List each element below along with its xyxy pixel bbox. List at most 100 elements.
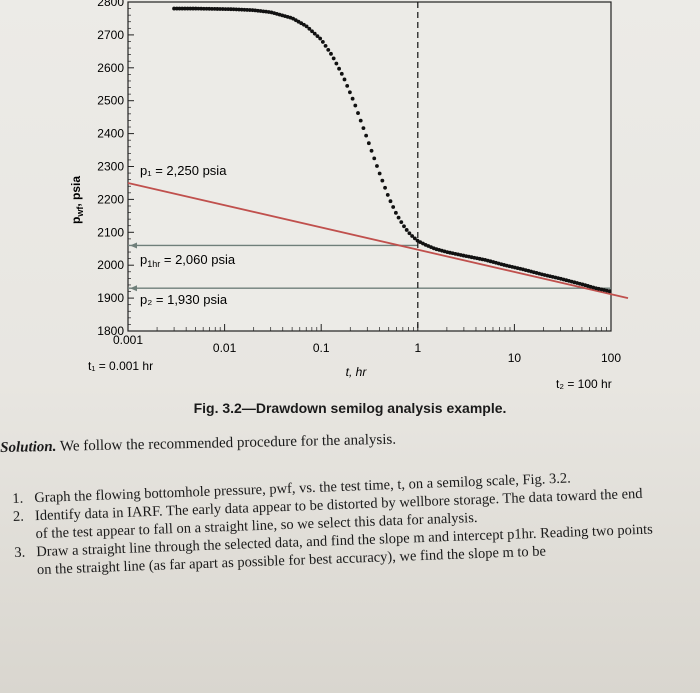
x-tick-label: 1 [414,341,421,355]
y-tick-label: 1900 [97,291,124,305]
y-tick-label: 2200 [97,192,124,206]
data-point [331,56,336,61]
data-point [369,148,374,153]
data-point [177,6,182,11]
data-point [372,156,377,161]
data-point [212,6,217,11]
semilog-chart: 2800 2700 2600 2500 2400 2300 2200 2100 2000 1900… [69,0,629,391]
step-number: 2. [12,508,25,525]
data-point [345,83,350,88]
data-point [391,205,396,209]
y-tick-label: 2400 [97,127,124,141]
data-point [207,6,212,11]
step-number: 3. [14,544,26,561]
semilog-straight-line [127,182,629,299]
data-point [364,133,369,138]
data-point [402,224,406,229]
data-point [245,8,250,12]
y-tick-label: 1800 [97,324,124,338]
data-point [342,77,347,82]
data-point [407,231,412,236]
t2-label: t₂ = 100 hr [556,377,612,391]
data-point [356,111,360,115]
reference-arrow [130,242,137,249]
data-point [366,141,371,146]
reference-arrow [130,285,137,292]
data-point [399,220,404,225]
data-point [223,7,228,12]
data-point [304,24,309,29]
x-tick-label: 100 [601,351,621,365]
data-point [193,6,198,11]
data-point [234,7,239,12]
data-point [172,6,176,11]
x-axis-label: t, hr [346,365,368,379]
data-point [410,234,415,238]
data-point [310,29,314,34]
data-point [329,51,333,56]
data-point [318,36,323,41]
data-point [339,71,344,76]
data-point [348,90,352,95]
data-point [353,103,358,108]
x-tick-label: 10 [508,351,522,365]
annotation-p2: p₂ = 1,930 psia [140,292,228,307]
pressure-data-points [172,6,612,294]
data-point [315,34,320,39]
data-point [237,7,241,12]
reference-lines [128,2,611,331]
x-axis: 0.001 0.01 0.1 1 10 100 [113,324,621,365]
data-point [404,228,409,232]
data-point [180,6,185,11]
data-point [247,8,252,12]
solution-text: We follow the recommended procedure for … [56,431,397,455]
data-point [239,7,244,12]
data-point [361,126,366,131]
data-point [383,185,387,190]
data-point [231,7,236,12]
data-point [380,178,385,183]
data-point [385,193,390,197]
t1-label: t₁ = 0.001 hr [88,359,153,373]
y-tick-label: 2600 [97,61,124,75]
data-point [183,6,187,11]
data-point [388,199,393,204]
data-point [307,26,312,31]
data-point [220,7,225,11]
data-point [393,210,398,215]
data-point [326,47,331,52]
annotation-p1hr: p1hr = 2,060 psia [140,252,236,269]
x-tick-label: 0.01 [213,341,237,355]
y-tick-label: 2000 [97,258,124,272]
data-point [226,7,231,12]
y-tick-label: 2300 [97,160,124,174]
data-point [320,40,325,44]
data-point [323,43,328,48]
data-point [196,6,201,11]
data-point [210,6,214,11]
data-point [188,6,193,11]
data-point [185,6,190,11]
y-tick-label: 2500 [97,94,124,108]
x-tick-label: 0.1 [313,341,330,355]
data-point [412,236,417,241]
data-point [396,215,401,220]
data-point [334,61,339,66]
x-tick-label: 0.001 [113,333,143,347]
step-number: 1. [12,490,24,507]
data-point [204,6,209,11]
data-point [358,118,363,123]
solution-lead: Solution. [0,438,57,456]
data-point [377,171,382,176]
data-point [242,7,247,12]
data-point [607,289,612,294]
data-point [201,6,206,11]
data-point [228,7,233,12]
series-line [127,182,629,299]
figure-caption: Fig. 3.2—Drawdown semilog analysis examp… [193,400,507,416]
data-point [337,66,341,71]
data-point [215,7,220,11]
y-axis-label: pwf, psia [69,176,85,224]
data-point [375,164,379,168]
